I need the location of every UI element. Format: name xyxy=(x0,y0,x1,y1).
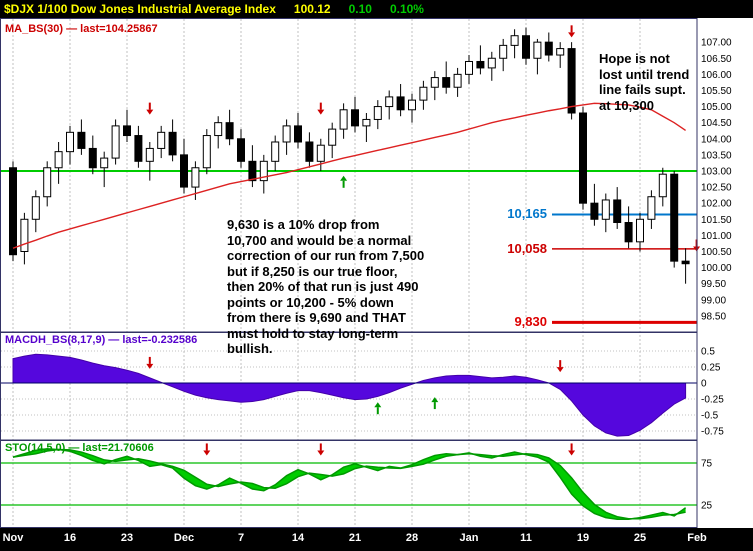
svg-text:103.00: 103.00 xyxy=(701,166,732,177)
note-line: Hope is not xyxy=(599,51,670,66)
level-label: 10,165 xyxy=(507,206,547,222)
note-line: correction of our run from 7,500 xyxy=(227,248,425,263)
panel-borders xyxy=(0,18,698,528)
date-axis: Nov 16 23 Dec 7 14 21 28 Jan 11 19 25 Feb xyxy=(0,528,753,551)
note-line: at 10,300 xyxy=(599,97,654,113)
svg-text:-0.75: -0.75 xyxy=(701,427,724,438)
level-label: 10,058 xyxy=(507,240,547,256)
svg-text:103.50: 103.50 xyxy=(701,150,732,161)
date-tick-label: Dec xyxy=(173,532,195,544)
svg-text:0: 0 xyxy=(701,379,707,390)
date-tick-label: 11 xyxy=(520,532,532,544)
trend-support-note: Hope is not lost until trend line fails su… xyxy=(599,51,689,113)
note-line: then 20% of that run is just 490 xyxy=(227,279,419,294)
svg-text:102.00: 102.00 xyxy=(701,199,732,210)
svg-text:106.50: 106.50 xyxy=(701,54,732,65)
svg-text:104.00: 104.00 xyxy=(701,134,732,145)
sto-indicator-label: STO(14,5,0) — last=21.70606 xyxy=(5,442,154,454)
last-price: 100.12 xyxy=(293,2,331,16)
date-tick-label: Feb xyxy=(687,532,707,544)
date-tick-label: 19 xyxy=(576,532,590,544)
correction-analysis-note: 9,630 is a 10% drop from 10,700 and would… xyxy=(227,217,424,357)
note-line: must hold to stay long-term xyxy=(227,325,399,341)
note-line: points or 10,200 - 5% down xyxy=(227,294,394,310)
level-label: 9,830 xyxy=(514,314,547,330)
note-line: from there is 9,690 and THAT xyxy=(227,310,406,325)
date-tick-label: 7 xyxy=(237,532,245,544)
sto-d-line xyxy=(12,448,686,520)
price-change-pct: 0.10% xyxy=(389,2,424,16)
symbol-title: $DJX 1/100 Dow Jones Industrial Average … xyxy=(4,2,276,16)
svg-text:101.00: 101.00 xyxy=(701,231,732,242)
svg-text:99.50: 99.50 xyxy=(701,279,726,290)
svg-text:-0.5: -0.5 xyxy=(701,411,719,422)
date-tick-label: 16 xyxy=(63,532,77,544)
chart-background xyxy=(0,18,753,528)
note-line: lost until trend xyxy=(599,66,690,82)
svg-text:75: 75 xyxy=(701,459,713,470)
svg-text:98.50: 98.50 xyxy=(701,311,726,322)
svg-text:100.50: 100.50 xyxy=(701,247,732,258)
date-tick-label: 28 xyxy=(405,532,419,544)
svg-text:0.5: 0.5 xyxy=(701,347,715,358)
macd-histogram-area xyxy=(12,353,687,437)
note-line: 9,630 is a 10% drop from xyxy=(227,217,380,232)
svg-text:105.50: 105.50 xyxy=(701,86,732,97)
candles xyxy=(9,27,690,284)
date-tick-label: 25 xyxy=(633,532,647,544)
sto-threshold-lines xyxy=(1,462,697,506)
svg-text:101.50: 101.50 xyxy=(701,215,732,226)
svg-text:107.00: 107.00 xyxy=(701,38,732,49)
note-line: bullish. xyxy=(227,341,273,356)
chart-canvas: 107.00 106.50 106.00 105.50 105.00 104.50 104.… xyxy=(0,18,753,528)
signal-arrows xyxy=(146,25,701,456)
svg-text:0.25: 0.25 xyxy=(701,363,721,374)
date-tick-label: 21 xyxy=(348,532,362,544)
sto-k-line xyxy=(12,447,687,521)
price-change: 0.10 xyxy=(348,2,372,16)
svg-text:102.50: 102.50 xyxy=(701,183,732,194)
ma-indicator-label: MA_BS(30) — last=104.25867 xyxy=(5,23,158,35)
date-tick-label: Jan xyxy=(459,532,479,544)
date-tick-label: 23 xyxy=(120,532,134,544)
date-tick-label: 14 xyxy=(291,532,305,544)
title-bar: $DJX 1/100 Dow Jones Industrial Average … xyxy=(0,0,753,18)
svg-text:106.00: 106.00 xyxy=(701,70,732,81)
date-tick-label: Nov xyxy=(2,532,24,544)
macd-indicator-label: MACDH_BS(8,17,9) — last=-0.232586 xyxy=(5,334,198,346)
svg-text:-0.25: -0.25 xyxy=(701,395,724,406)
svg-text:105.00: 105.00 xyxy=(701,102,732,113)
svg-text:25: 25 xyxy=(701,501,713,512)
note-line: but if 8,250 is our true floor, xyxy=(227,263,398,279)
ma30-line xyxy=(12,102,686,249)
svg-text:104.50: 104.50 xyxy=(701,118,732,129)
svg-text:100.00: 100.00 xyxy=(701,263,732,274)
note-line: line fails supt. xyxy=(599,82,686,97)
y-axis-labels: 107.00 106.50 106.00 105.50 105.00 104.50 104.… xyxy=(701,38,732,512)
svg-text:99.00: 99.00 xyxy=(701,295,726,306)
note-line: 10,700 and would be a normal xyxy=(227,232,412,248)
